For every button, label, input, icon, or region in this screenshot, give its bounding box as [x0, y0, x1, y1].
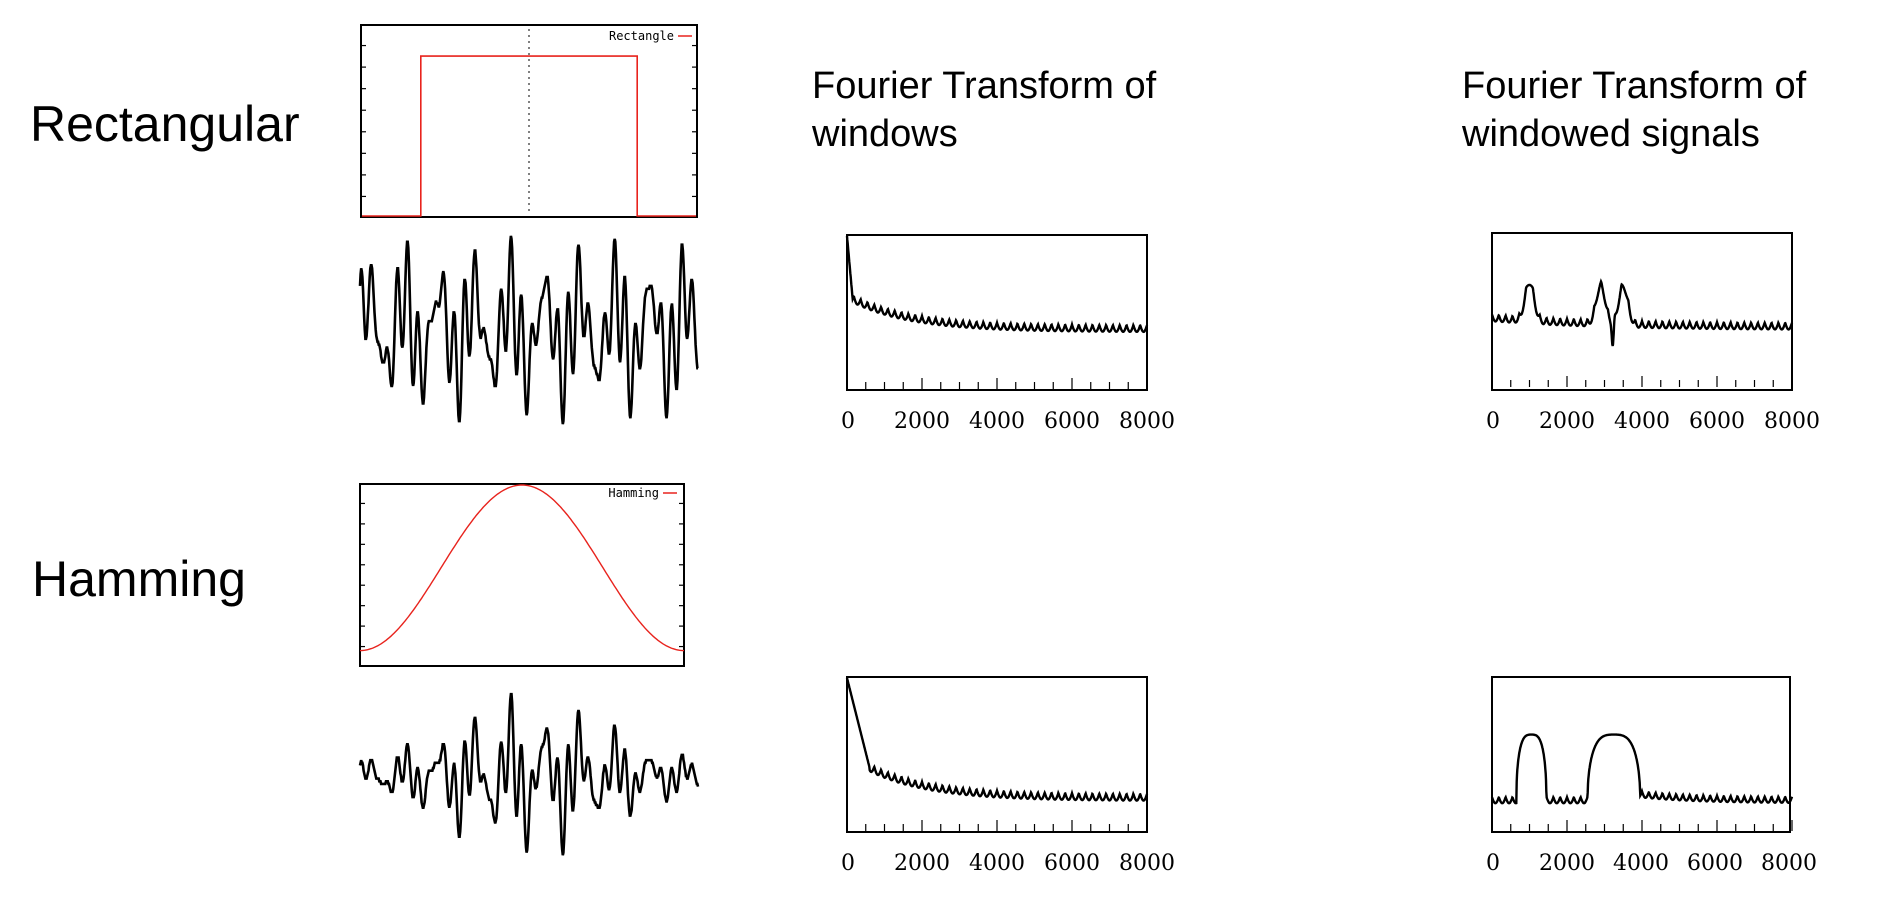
hamming-windowed-signal-spectrum: 0 2000 4000 6000 8000 [1486, 676, 1817, 876]
windowed-signal-waveform [358, 235, 699, 425]
rect-window-spectrum: 0 2000 4000 6000 8000 [841, 234, 1175, 434]
legend-label-rectangle: Rectangle [609, 29, 674, 43]
spectrum-curve [1490, 278, 1794, 347]
x-tick-label-2000: 2000 [894, 409, 950, 434]
spectrum-curve [845, 677, 1149, 802]
spectrum-frame [1491, 232, 1793, 391]
x-tick-label-4000: 4000 [969, 851, 1025, 876]
x-tick-label-6000: 6000 [1689, 409, 1745, 434]
x-tick-label-2000: 2000 [1539, 851, 1595, 876]
column-title-windows-ft: Fourier Transform of windows [812, 65, 1157, 155]
x-tick-label-2000: 2000 [1539, 409, 1595, 434]
rectangular-windowed-signal [358, 235, 699, 425]
rect-windowed-signal-spectrum: 0 2000 4000 6000 8000 [1486, 232, 1820, 434]
x-tick-label-4000: 4000 [1614, 409, 1670, 434]
plot-ticks [361, 44, 697, 198]
x-axis-ticks [846, 820, 1148, 831]
x-axis-ticks [1491, 820, 1793, 831]
hamming-window-curve [360, 484, 684, 652]
x-tick-label-8000: 8000 [1764, 409, 1820, 434]
x-tick-label-0: 0 [1486, 851, 1500, 876]
spectrum-frame [1491, 676, 1791, 833]
x-tick-label-2000: 2000 [894, 851, 950, 876]
rectangle-window-plot: Rectangle [360, 24, 698, 218]
row-label-rectangular: Rectangular [30, 96, 300, 152]
x-tick-label-6000: 6000 [1687, 851, 1743, 876]
x-tick-label-6000: 6000 [1044, 409, 1100, 434]
hamming-windowed-signal [358, 692, 700, 856]
rectangle-window-curve [362, 55, 696, 217]
x-axis-ticks [1491, 376, 1793, 387]
x-tick-label-6000: 6000 [1044, 851, 1100, 876]
spectrum-curve [845, 235, 1149, 334]
plot-ticks [360, 502, 684, 648]
x-tick-label-4000: 4000 [969, 409, 1025, 434]
legend-label-hamming: Hamming [608, 486, 659, 500]
x-tick-label-4000: 4000 [1613, 851, 1669, 876]
row-label-hamming: Hamming [32, 551, 246, 607]
x-tick-label-8000: 8000 [1761, 851, 1817, 876]
plot-frame [359, 483, 685, 667]
hamming-window-spectrum: 0 2000 4000 6000 8000 [841, 676, 1175, 876]
x-tick-label-8000: 8000 [1119, 851, 1175, 876]
windowed-signal-waveform [358, 692, 700, 856]
hamming-window-plot: Hamming [359, 483, 685, 667]
plot-frame [360, 24, 698, 218]
x-tick-label-0: 0 [1486, 409, 1500, 434]
spectrum-curve [1490, 733, 1794, 805]
x-axis-ticks [846, 378, 1148, 389]
x-tick-label-0: 0 [841, 851, 855, 876]
column-title-windowed-signals-ft: Fourier Transform of windowed signals [1462, 65, 1807, 155]
spectrum-frame [846, 676, 1148, 833]
x-tick-label-8000: 8000 [1119, 409, 1175, 434]
spectrum-frame [846, 234, 1148, 391]
x-tick-label-0: 0 [841, 409, 855, 434]
